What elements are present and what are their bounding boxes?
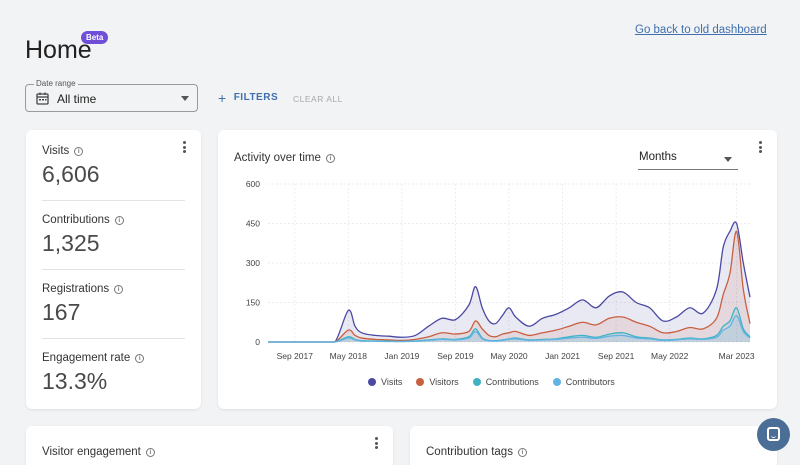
metric-label: Visits bbox=[42, 145, 70, 157]
info-icon[interactable]: i bbox=[114, 215, 124, 225]
legend-item-visitors[interactable]: Visitors bbox=[416, 377, 459, 387]
series-line-visitors bbox=[268, 230, 751, 343]
contribution-tags-card: Contribution tags i bbox=[410, 426, 777, 465]
series-area-visits bbox=[268, 221, 750, 342]
date-range-select[interactable]: Date range All time bbox=[25, 79, 198, 112]
divider bbox=[42, 269, 185, 270]
legend-item-visits[interactable]: Visits bbox=[368, 377, 402, 387]
x-tick-label: Mar 2023 bbox=[719, 351, 755, 361]
series-line-visits bbox=[268, 221, 751, 343]
card-title: Contribution tags i bbox=[426, 446, 527, 458]
y-tick-label: 150 bbox=[246, 298, 260, 308]
metric-registrations: Registrations i 167 bbox=[42, 283, 185, 326]
info-icon[interactable]: i bbox=[517, 447, 527, 457]
legend-label: Contributions bbox=[485, 377, 539, 387]
calendar-icon bbox=[36, 92, 49, 105]
divider bbox=[42, 200, 185, 201]
metric-value: 13.3% bbox=[42, 368, 108, 394]
metrics-card: Visits i 6,606 Contributions i 1,325 Regis… bbox=[26, 130, 201, 409]
metric-engagement-rate: Engagement rate i 13.3% bbox=[42, 352, 185, 395]
metric-label: Registrations bbox=[42, 283, 110, 295]
metric-contributions: Contributions i 1,325 bbox=[42, 214, 185, 257]
metric-value: 1,325 bbox=[42, 230, 100, 256]
x-tick-label: Sep 2021 bbox=[598, 351, 635, 361]
legend-dot bbox=[472, 378, 481, 386]
chat-button[interactable] bbox=[757, 418, 790, 451]
granularity-select[interactable]: Months bbox=[638, 148, 738, 170]
legend-dot bbox=[552, 378, 561, 386]
legend-label: Contributors bbox=[565, 377, 615, 387]
info-icon[interactable]: i bbox=[74, 146, 84, 156]
metric-value: 6,606 bbox=[42, 161, 100, 187]
filters-label: FILTERS bbox=[233, 92, 279, 103]
legend-item-contributors[interactable]: Contributors bbox=[552, 377, 615, 387]
date-range-label: Date range bbox=[34, 79, 78, 88]
legend-dot bbox=[368, 378, 376, 386]
y-tick-label: 0 bbox=[255, 337, 260, 347]
x-tick-label: Jan 2021 bbox=[545, 351, 580, 361]
old-dashboard-link[interactable]: Go back to old dashboard bbox=[635, 24, 767, 36]
info-icon[interactable]: i bbox=[114, 284, 124, 294]
x-tick-label: Sep 2017 bbox=[277, 351, 314, 361]
filters-button[interactable]: + FILTERS bbox=[218, 89, 279, 106]
metric-label: Engagement rate bbox=[42, 352, 131, 364]
plus-icon: + bbox=[218, 89, 227, 106]
y-tick-label: 300 bbox=[246, 258, 260, 268]
info-icon[interactable]: i bbox=[135, 353, 145, 363]
granularity-value: Months bbox=[639, 151, 677, 163]
series-line-contributors bbox=[268, 315, 751, 343]
x-tick-label: May 2022 bbox=[651, 351, 689, 361]
chart-title-text: Activity over time bbox=[234, 152, 321, 164]
date-range-value: All time bbox=[57, 92, 97, 106]
more-options-icon[interactable] bbox=[375, 437, 378, 451]
chevron-down-icon bbox=[181, 96, 189, 101]
info-icon[interactable]: i bbox=[325, 153, 335, 163]
metric-label: Contributions bbox=[42, 214, 110, 226]
more-options-icon[interactable] bbox=[759, 141, 762, 155]
legend-label: Visits bbox=[381, 377, 403, 387]
divider bbox=[42, 338, 185, 339]
series-area-visitors bbox=[268, 231, 750, 342]
activity-card: Activity over time i Months 600 450 300 150… bbox=[218, 130, 777, 409]
x-tick-label: Jan 2019 bbox=[384, 351, 419, 361]
legend-item-contributions[interactable]: Contributions bbox=[472, 377, 539, 387]
y-tick-label: 450 bbox=[246, 219, 260, 229]
metric-visits: Visits i 6,606 bbox=[42, 145, 185, 188]
legend-dot bbox=[416, 378, 425, 386]
chart-title: Activity over time i bbox=[234, 152, 335, 164]
card-title-text: Contribution tags bbox=[426, 446, 513, 458]
page-title: Home bbox=[25, 36, 92, 64]
info-icon[interactable]: i bbox=[145, 447, 155, 457]
card-title: Visitor engagement i bbox=[42, 446, 155, 458]
activity-chart: 600 450 300 150 0 Sep 2017 May 2018 Jan 2019 Sep… bbox=[246, 179, 755, 361]
card-title-text: Visitor engagement bbox=[42, 446, 141, 458]
x-tick-label: May 2020 bbox=[490, 351, 528, 361]
y-tick-label: 600 bbox=[246, 179, 260, 189]
metric-value: 167 bbox=[42, 299, 81, 325]
chart-legend: Visits Visitors Contributions Contributo… bbox=[368, 377, 615, 387]
visitor-engagement-card: Visitor engagement i bbox=[26, 426, 393, 465]
clear-all-button[interactable]: CLEAR ALL bbox=[293, 94, 343, 104]
chat-icon bbox=[767, 427, 780, 441]
chevron-down-icon bbox=[724, 157, 732, 162]
x-tick-label: May 2018 bbox=[330, 351, 368, 361]
legend-label: Visitors bbox=[429, 377, 459, 387]
beta-badge: Beta bbox=[81, 31, 109, 44]
x-tick-label: Sep 2019 bbox=[437, 351, 474, 361]
more-options-icon[interactable] bbox=[183, 141, 186, 155]
